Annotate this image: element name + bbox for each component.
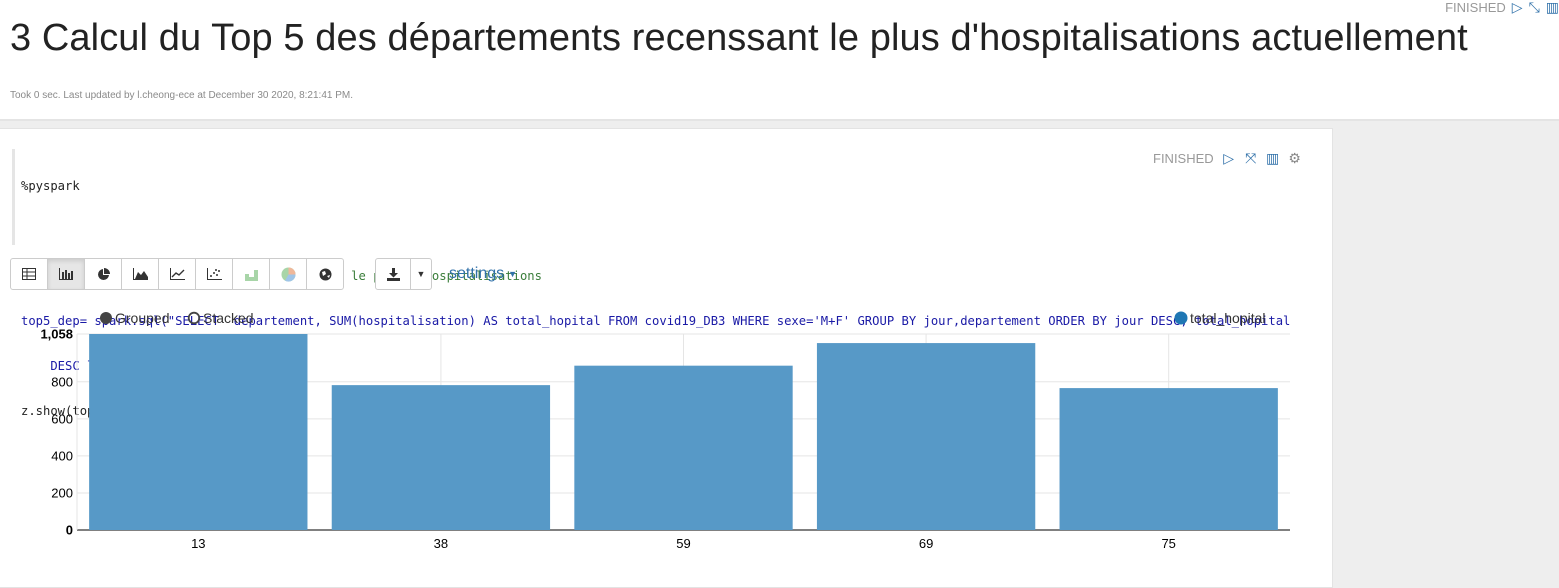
line-chart-button[interactable] (158, 258, 196, 290)
paragraph-header-status: FINISHED ▷ ⤡ ▥ (1445, 0, 1559, 15)
settings-label: settings (449, 265, 505, 282)
pie-chart-button[interactable] (84, 258, 122, 290)
bar[interactable] (89, 334, 308, 530)
code-line: %pyspark (21, 179, 80, 193)
grouped-label: Grouped (115, 310, 169, 326)
x-tick-label: 59 (676, 536, 690, 551)
paragraph-controls: FINISHED ▷ ⤧ ▥ ⚙ (1153, 150, 1302, 167)
book-icon[interactable]: ▥ (1545, 0, 1559, 15)
caret-down-icon: ▼ (416, 269, 426, 279)
code-line: top5_dep= spark.sql("SELECT departement,… (21, 314, 1291, 328)
stacked-label: Stacked (203, 310, 254, 326)
bar[interactable] (816, 343, 1036, 530)
grouped-radio[interactable] (100, 312, 112, 324)
last-updated-text: Took 0 sec. Last updated by l.cheong-ece… (10, 90, 353, 101)
download-options-dropdown[interactable]: ▼ (410, 258, 432, 290)
y-tick-label: 0 (66, 523, 73, 538)
book-open-icon[interactable]: ▥ (1266, 150, 1280, 166)
pie-chart-icon (97, 267, 110, 280)
paragraph-status: FINISHED (1153, 151, 1214, 166)
status-label: FINISHED (1445, 0, 1506, 15)
page-title: 3 Calcul du Top 5 des départements recen… (10, 17, 1468, 59)
globe-icon (319, 268, 331, 280)
download-group: ▼ (375, 258, 432, 290)
download-button[interactable] (375, 258, 411, 290)
x-tick-label: 69 (919, 536, 933, 551)
settings-dropdown[interactable]: settings ▼ (449, 265, 517, 283)
x-tick-label: 75 (1161, 536, 1175, 551)
gear-icon[interactable]: ⚙ (1288, 150, 1301, 166)
download-icon (386, 267, 400, 281)
x-tick-label: 38 (434, 536, 448, 551)
series-legend-swatch (1174, 311, 1188, 325)
collapse-paragraph-icon[interactable]: ⤧ (1245, 150, 1257, 166)
chart-bars (89, 334, 1278, 530)
y-tick-label: 200 (51, 485, 73, 500)
collapse-icon[interactable]: ⤡ (1528, 0, 1540, 15)
chart-legend-modes: Grouped Stacked (100, 310, 254, 326)
colored-pie-button[interactable] (269, 258, 307, 290)
bar[interactable] (331, 385, 551, 530)
divider (0, 119, 1559, 121)
chart-series-legend[interactable]: total_hopital (1174, 310, 1266, 326)
bar-chart: Grouped Stacked total_hopital 0 200 400 600… (40, 310, 1290, 551)
y-tick-label: 800 (51, 374, 73, 389)
y-tick-label: 400 (51, 448, 73, 463)
bar[interactable] (1059, 388, 1278, 530)
caret-down-icon: ▼ (508, 269, 518, 279)
scatter-chart-icon (206, 268, 222, 280)
visualization-toolbar (10, 258, 344, 290)
y-tick-label: 1,058 (40, 327, 73, 342)
funnel-chart-icon (244, 270, 258, 281)
y-axis: 0 200 400 600 800 1,058 (40, 327, 73, 538)
run-icon[interactable]: ▷ (1511, 0, 1523, 15)
x-axis: 13 38 59 69 75 (191, 536, 1176, 551)
run-paragraph-icon[interactable]: ▷ (1223, 150, 1235, 166)
stacked-radio[interactable] (187, 311, 201, 325)
area-chart-icon (132, 268, 148, 280)
map-view-button[interactable] (306, 258, 344, 290)
series-legend-label: total_hopital (1190, 310, 1266, 326)
colored-pie-icon (281, 267, 296, 282)
y-tick-label: 600 (51, 411, 73, 426)
line-chart-icon (169, 268, 185, 280)
x-tick-label: 13 (191, 536, 205, 551)
table-icon (22, 268, 36, 280)
bar-chart-icon (59, 268, 73, 280)
table-view-button[interactable] (10, 258, 48, 290)
bar[interactable] (574, 365, 793, 530)
